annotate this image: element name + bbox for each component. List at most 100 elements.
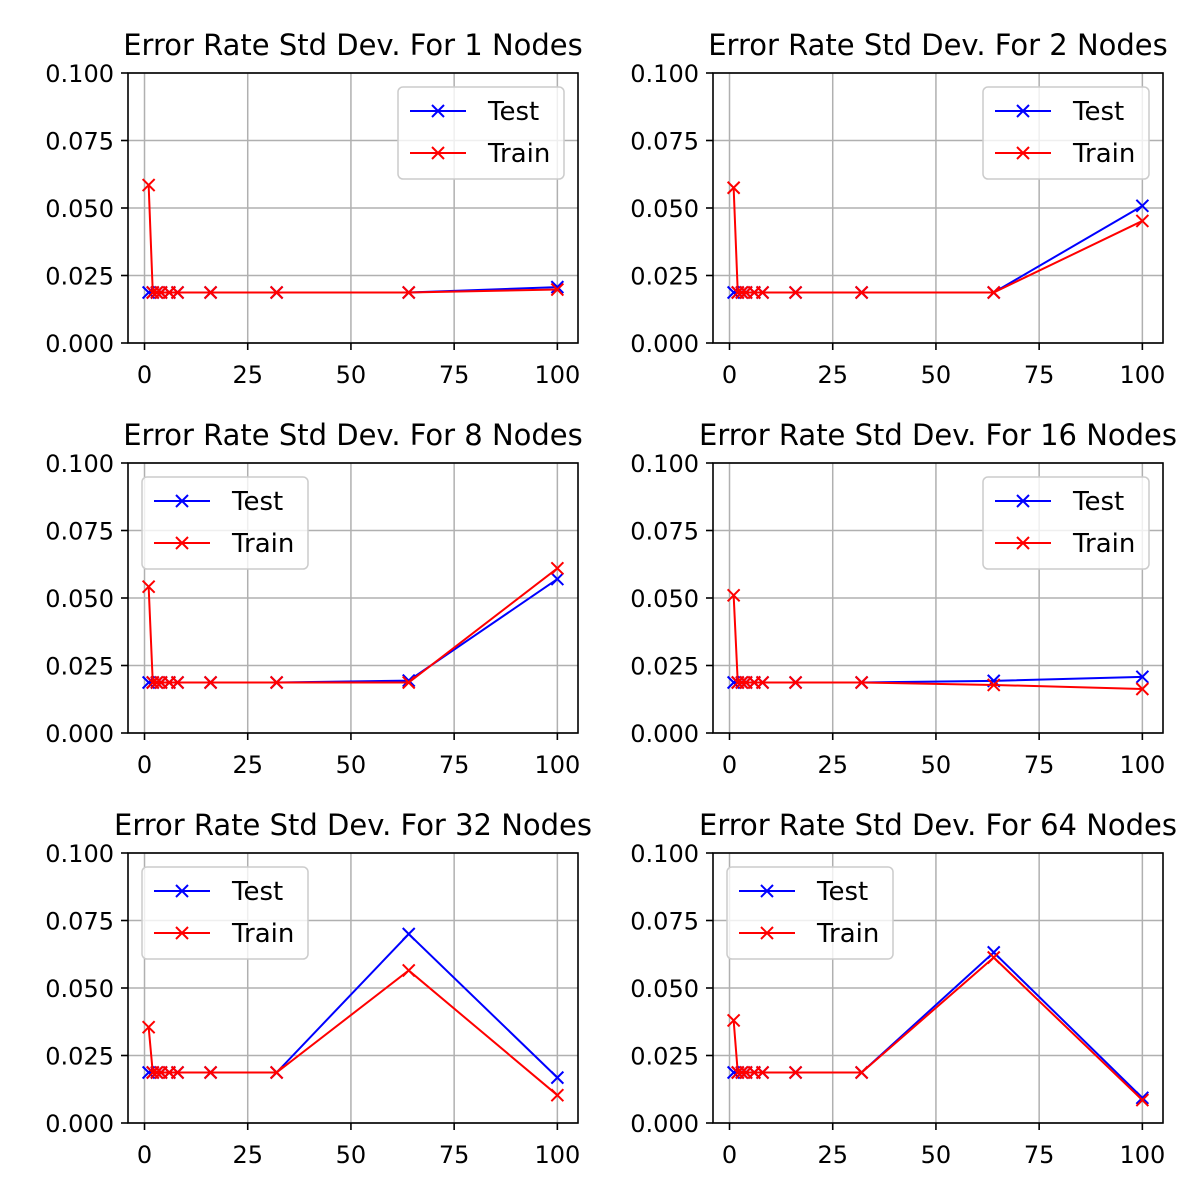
subplot-4: Error Rate Std Dev. For 16 Nodes 0 25 50 75 1… <box>630 418 1177 779</box>
data-point-train <box>735 675 749 690</box>
x-tick-label: 50 <box>336 361 367 389</box>
data-point-train <box>854 285 869 300</box>
y-tick-label: 0.100 <box>630 840 699 868</box>
legend-marker-test <box>431 104 445 118</box>
y-tick-label: 0.050 <box>45 585 114 613</box>
y-tick-label: 0.100 <box>630 60 699 88</box>
subplot-title: Error Rate Std Dev. For 32 Nodes <box>114 808 592 842</box>
legend: Test Train <box>982 476 1150 570</box>
x-tick-label: 50 <box>921 1141 952 1169</box>
y-tick-label: 0.050 <box>630 195 699 223</box>
data-point-train <box>203 285 218 300</box>
x-tick-label: 0 <box>722 361 737 389</box>
series-line-train <box>732 187 1143 294</box>
data-point-train <box>735 1065 749 1080</box>
y-tick-label: 0.025 <box>630 653 699 681</box>
data-point-train <box>269 285 284 300</box>
x-tick-label: 0 <box>722 1141 737 1169</box>
y-tick-label: 0.100 <box>45 450 114 478</box>
y-tick-label: 0.025 <box>630 1043 699 1071</box>
y-tick-label: 0.000 <box>630 1110 699 1138</box>
x-tick-label: 25 <box>232 751 263 779</box>
y-tick-label: 0.075 <box>45 128 114 156</box>
subplot-6: Error Rate Std Dev. For 64 Nodes 0 25 50 75 1… <box>630 808 1177 1169</box>
x-tick-label: 100 <box>1119 1141 1165 1169</box>
legend-marker-train <box>1016 146 1030 160</box>
x-tick-label: 50 <box>921 751 952 779</box>
y-tick-label: 0.025 <box>45 1043 114 1071</box>
series-line-train <box>147 185 558 294</box>
subplot-5: Error Rate Std Dev. For 32 Nodes 0 25 50 75 1… <box>45 808 592 1169</box>
data-point-train <box>402 675 416 690</box>
x-tick-label: 50 <box>336 1141 367 1169</box>
x-tick-label: 75 <box>439 751 470 779</box>
x-tick-label: 100 <box>534 751 580 779</box>
data-point-test <box>402 673 416 688</box>
legend-label-train: Train <box>487 139 550 169</box>
data-point-train <box>203 1065 218 1080</box>
x-tick-label: 75 <box>439 361 470 389</box>
data-point-test <box>1135 670 1150 684</box>
legend-marker-test <box>1016 494 1030 508</box>
data-point-test <box>550 572 565 586</box>
data-point-train <box>150 285 164 300</box>
data-point-train <box>269 1065 284 1080</box>
y-tick-label: 0.075 <box>630 908 699 936</box>
data-point-train <box>141 1020 156 1034</box>
data-point-train <box>788 285 803 300</box>
series-line-train <box>732 956 1144 1101</box>
x-tick-label: 0 <box>722 751 737 779</box>
legend-label-test: Test <box>487 97 539 127</box>
legend: Test Train <box>141 866 309 960</box>
data-point-train <box>170 675 185 690</box>
data-point-train <box>987 678 1001 692</box>
data-point-train <box>987 285 1001 300</box>
data-point-train <box>550 1088 565 1102</box>
y-tick-label: 0.000 <box>630 720 699 748</box>
legend: Test Train <box>141 476 309 570</box>
data-point-train <box>402 285 416 300</box>
y-tick-label: 0.075 <box>630 518 699 546</box>
data-point-train <box>854 675 869 690</box>
subplot-title: Error Rate Std Dev. For 8 Nodes <box>123 418 583 452</box>
data-point-train <box>550 282 565 297</box>
y-tick-label: 0.050 <box>45 195 114 223</box>
y-tick-label: 0.000 <box>45 1110 114 1138</box>
x-tick-label: 50 <box>336 751 367 779</box>
legend-marker-test <box>1016 104 1030 118</box>
data-point-train <box>755 675 770 690</box>
data-point-test <box>550 280 565 294</box>
legend-label-train: Train <box>231 529 294 559</box>
series-line-test <box>733 204 1143 294</box>
legend: Test Train <box>982 86 1150 180</box>
x-tick-label: 75 <box>1024 361 1055 389</box>
legend: Test Train <box>726 866 894 960</box>
data-point-train <box>1135 214 1150 228</box>
data-point-train <box>735 285 749 300</box>
legend-label-train: Train <box>1072 139 1135 169</box>
data-point-train <box>755 285 770 300</box>
x-tick-label: 25 <box>817 751 848 779</box>
data-point-test <box>987 945 1001 960</box>
legend-label-train: Train <box>231 919 294 949</box>
legend-marker-test <box>175 494 189 508</box>
y-tick-label: 0.000 <box>45 330 114 358</box>
data-point-test <box>550 1070 565 1085</box>
x-tick-label: 0 <box>137 361 152 389</box>
series-line-test <box>148 578 558 684</box>
legend-label-train: Train <box>1072 529 1135 559</box>
data-point-train <box>854 1065 869 1080</box>
y-tick-label: 0.100 <box>45 60 114 88</box>
data-point-train <box>141 178 156 192</box>
data-point-train <box>402 963 416 978</box>
series-line-test <box>733 950 1144 1099</box>
legend-marker-test <box>760 884 774 898</box>
legend-marker-train <box>175 536 189 550</box>
series-line-train <box>147 969 559 1096</box>
y-tick-label: 0.075 <box>45 518 114 546</box>
y-tick-label: 0.050 <box>630 585 699 613</box>
data-point-train <box>1135 1093 1150 1107</box>
y-tick-label: 0.050 <box>630 975 699 1003</box>
x-tick-label: 75 <box>1024 1141 1055 1169</box>
